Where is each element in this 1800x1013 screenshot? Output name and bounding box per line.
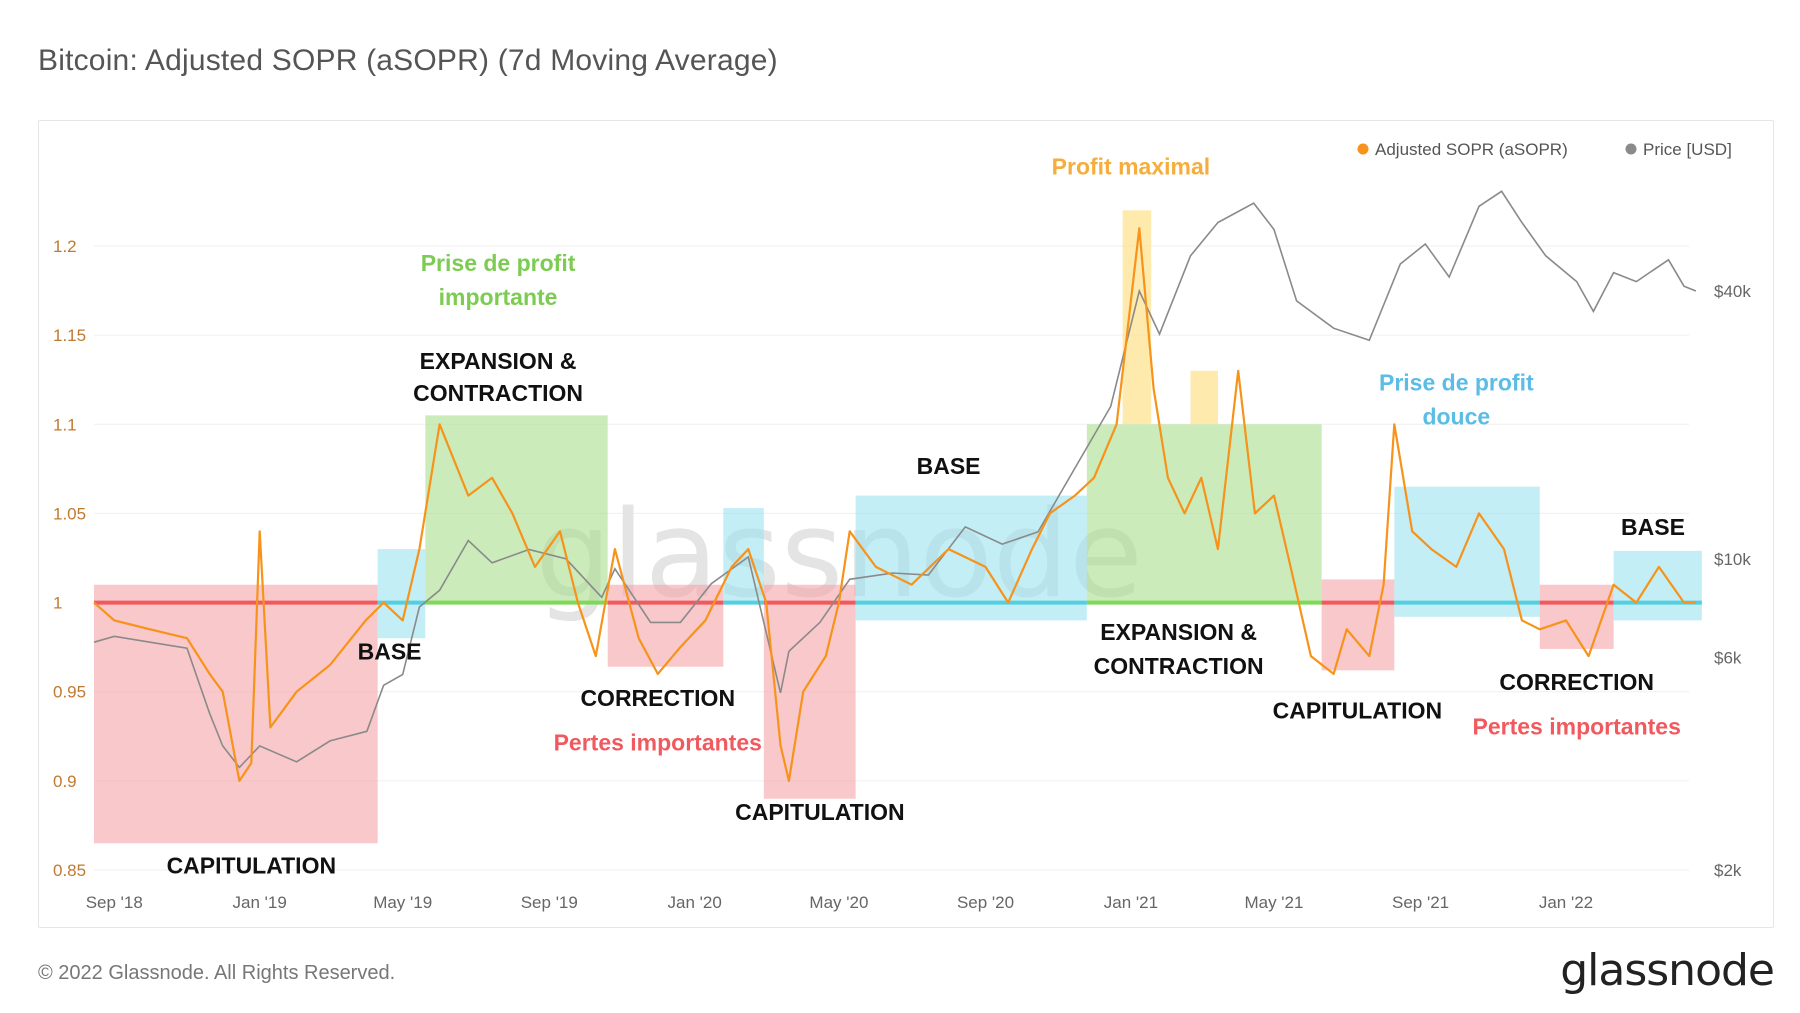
- annotation-1: BASE: [358, 639, 422, 665]
- x-tick-0: Sep '18: [86, 893, 143, 912]
- x-tick-8: May '21: [1244, 893, 1303, 912]
- legend-price-marker: [1625, 143, 1637, 155]
- zone-base-13: [1613, 550, 1702, 621]
- x-tick-3: Sep '19: [521, 893, 578, 912]
- price-series-line: [93, 190, 1697, 769]
- y-left-tick-4: 1: [53, 594, 62, 613]
- legend-asopr-label: Adjusted SOPR (aSOPR): [1375, 140, 1568, 159]
- annotation-6: CORRECTION: [580, 685, 735, 711]
- annotation-12: CONTRACTION: [1094, 653, 1264, 679]
- annotation-14: Prise de profit: [1379, 369, 1534, 395]
- annotation-17: Pertes importantes: [1473, 714, 1681, 740]
- y-right-tick-3: $2k: [1714, 861, 1742, 880]
- annotation-4: EXPANSION &: [420, 348, 577, 374]
- annotation-16: CORRECTION: [1499, 669, 1654, 695]
- y-left-tick-5: 0.95: [53, 683, 86, 702]
- annotation-18: BASE: [1621, 514, 1685, 540]
- y-right-tick-0: $40k: [1714, 282, 1751, 301]
- legend-price-label: Price [USD]: [1643, 140, 1732, 159]
- y-right-tick-2: $6k: [1714, 649, 1742, 668]
- x-tick-6: Sep '20: [957, 893, 1014, 912]
- y-left-tick-7: 0.85: [53, 861, 86, 880]
- copyright-footer: © 2022 Glassnode. All Rights Reserved.: [38, 962, 396, 984]
- y-left-tick-6: 0.9: [53, 772, 77, 791]
- annotation-11: EXPANSION &: [1100, 619, 1257, 645]
- x-tick-9: Sep '21: [1392, 893, 1449, 912]
- annotation-2: Prise de profit: [421, 250, 576, 276]
- x-tick-10: Jan '22: [1539, 893, 1593, 912]
- chart-title: Bitcoin: Adjusted SOPR (aSOPR) (7d Movin…: [38, 44, 778, 77]
- annotation-15: douce: [1422, 403, 1490, 429]
- annotation-5: CONTRACTION: [413, 380, 583, 406]
- zone-capitulation-5: [763, 584, 856, 799]
- y-left-tick-3: 1.05: [53, 504, 86, 523]
- x-tick-5: May '20: [809, 893, 868, 912]
- chart-svg: glassnode1.21.151.11.0510.950.90.85$40k$…: [53, 140, 1751, 912]
- annotation-10: Profit maximal: [1052, 154, 1211, 180]
- glassnode-logo: glassnode: [1560, 945, 1775, 996]
- zone-profit-9: [1190, 370, 1218, 425]
- chart-panel: glassnode 1.2 1.15 1.1 1.05 1 0.95 0.9 0.85 $40k $…: [38, 120, 1774, 928]
- zone-correction-3: [607, 584, 724, 667]
- annotation-0: CAPITULATION: [167, 853, 337, 879]
- annotation-13: CAPITULATION: [1273, 697, 1443, 723]
- x-tick-7: Jan '21: [1104, 893, 1158, 912]
- zone-capitulation-10: [1321, 579, 1395, 671]
- y-left-tick-1: 1.15: [53, 326, 86, 345]
- legend-asopr-marker: [1357, 143, 1369, 155]
- x-tick-4: Jan '20: [668, 893, 722, 912]
- zone-expansion-7: [1086, 424, 1322, 603]
- annotation-9: BASE: [917, 453, 981, 479]
- y-left-tick-0: 1.2: [53, 237, 77, 256]
- zone-base-11: [1394, 486, 1540, 617]
- x-tick-2: May '19: [373, 893, 432, 912]
- asopr-series-line: [93, 227, 1696, 783]
- zone-base-1: [377, 549, 426, 639]
- zone-capitulation-0: [94, 584, 378, 844]
- annotation-8: CAPITULATION: [735, 799, 905, 825]
- y-left-tick-2: 1.1: [53, 415, 77, 434]
- x-tick-1: Jan '19: [233, 893, 287, 912]
- annotation-7: Pertes importantes: [554, 730, 762, 756]
- y-right-tick-1: $10k: [1714, 550, 1751, 569]
- annotation-3: importante: [439, 284, 558, 310]
